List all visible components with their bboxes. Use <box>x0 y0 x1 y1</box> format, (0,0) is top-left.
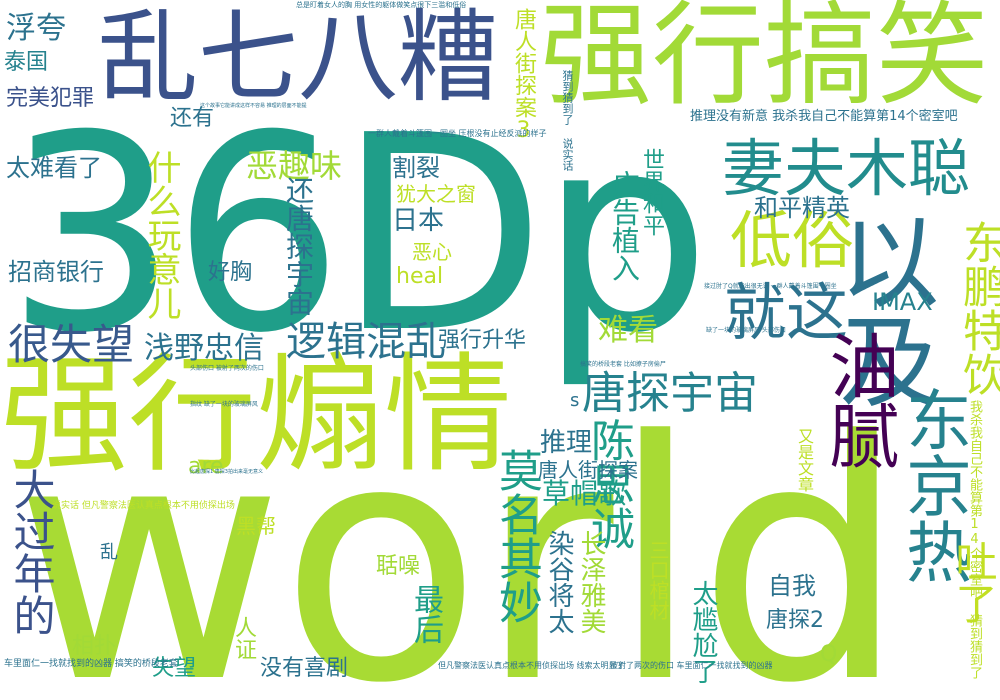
phrase-bikejie: 比起唐探1 唐探3拍出来毫无意义 <box>190 469 263 475</box>
word-youshi-wenzhang: 又是文章 <box>795 428 814 492</box>
word-zhaoshang: 招商银行 <box>8 258 104 286</box>
word-caomaoge: 草帽歌 <box>542 477 627 510</box>
word-changze: 长泽雅美 <box>576 530 606 634</box>
word-tule: 吐了 <box>949 540 998 624</box>
phrase-yiqunren: 一群人戴着斗篷围一圈坐 压根没有止经反派的样子 <box>368 129 547 138</box>
word-heal: heal <box>396 264 444 289</box>
word-world: world <box>14 371 907 700</box>
phrase-zhanting: 这个故事它能讲成这样不容易 推理的层面不能提 <box>200 103 307 109</box>
word-tangtan-yuzhou: 唐探宇宙 <box>582 368 758 419</box>
word-henshiwang: 很失望 <box>8 320 135 369</box>
phrase-woshawo: 我杀我自己不能算第14个密室吧 猜到猜到了 <box>967 400 982 679</box>
word-luanqibazao: 乱七八糟 <box>98 0 498 116</box>
phrase-caidao: 猜到猜到了 说实话 <box>561 70 574 171</box>
word-taigangga: 太尴尬了 <box>688 580 718 684</box>
word-haiyou: 还有 <box>170 106 215 131</box>
word-moming: 莫名其妙 <box>491 448 542 624</box>
word-shenme-wanyi: 什么玩意儿 <box>141 150 181 320</box>
word-chensicheng: 陈思诚 <box>583 418 634 550</box>
word-heibang: 黑帮 <box>236 514 276 538</box>
phrase-danfan: 但凡警察法医认真点根本不用侦探出场 线索太明显了 <box>438 661 625 670</box>
phrase-jiexia: 接过肘了Q就能出很无语 一群人戴着斗篷围一圈坐 <box>704 283 837 290</box>
word-disu: 低俗 <box>730 204 855 277</box>
word-youtai: 犹大之窗 <box>396 182 476 206</box>
word-wanmei: 完美犯罪 <box>6 86 95 111</box>
word-tangren-jietan3: 唐人街探案3 <box>511 8 536 143</box>
word-xiangpu: 相扑 <box>72 634 117 659</box>
word-qiangxing-gaoxiao: 强行搞笑 <box>540 0 988 121</box>
word-are: are <box>188 454 224 479</box>
word-heping: 和平精英 <box>754 194 850 222</box>
word-dongpeng: 东鹏特饮 <box>955 220 1000 396</box>
word-tainankan: 太难看了 <box>6 154 102 182</box>
word-shiwang: 失望 <box>152 656 197 681</box>
word-taiguo: 泰国 <box>4 50 49 75</box>
word-dagunian: 大过年的 <box>7 468 56 636</box>
word-q: Q <box>820 642 838 667</box>
word-rangu: 染谷将太 <box>544 530 574 634</box>
phrase-zongshi: 总是盯着女人的胸 用女性的躯体做笑点很下三滥和低俗 <box>296 1 467 9</box>
word-sankou: 三口棺材 <box>646 540 670 620</box>
word-s: s <box>570 390 580 411</box>
word-hai-tangtan: 还唐探宇宙 <box>282 176 315 316</box>
word-qiangxing-shenghua: 强行升华 <box>438 328 527 353</box>
phrase-tuili-meiyou: 推理没有新意 我杀我自己不能算第14个密室吧 <box>690 109 958 124</box>
word-zuihou: 最后 <box>408 584 443 644</box>
phrase-gaoxiao-qiaoduan: 搞笑的桥段老套 比如撩子房偷尸 <box>580 361 666 368</box>
word-tangren-jietan: 唐人街探案 <box>538 458 638 482</box>
word-luoji-hunluan: 逻辑混乱 <box>286 319 446 365</box>
word-luan: 乱 <box>100 542 118 563</box>
word-guanggao: 广告植入 <box>608 170 641 282</box>
word-qifu-mucong: 妻夫木聪 <box>722 132 971 205</box>
word-jiuzhe: 就这 <box>724 276 849 349</box>
word-equwei: 恶趣味 <box>246 147 343 185</box>
word-imax: IMAX <box>872 288 933 316</box>
word-tangtan2: 唐探2 <box>766 608 824 633</box>
word-gelie: 割裂 <box>392 154 440 182</box>
word-meiyou-xiju: 没有喜剧 <box>260 656 349 681</box>
word-riben: 日本 <box>392 206 445 236</box>
word-nankan: 难看 <box>598 313 658 348</box>
phrase-zhiwen: 指纹 缺了一块的玻璃屏风 <box>190 401 258 408</box>
word-yiji: 以及 <box>822 210 939 410</box>
word-tuili: 推理 <box>540 428 593 458</box>
phrase-chelimian: 车里面仁一找就找到的凶器 搞笑的桥段老套 <box>4 659 178 669</box>
phrase-quele: 缺了一块的玻璃屏风 头部伤口 <box>706 327 786 334</box>
word-shijie: 世界和平 <box>639 148 664 236</box>
word-ziwo: 自我 <box>768 572 816 600</box>
phrase-beishele: 被射了两次的伤口 车里面仁一找就找到的凶器 <box>610 661 773 670</box>
phrase-toubu: 头部伤口 被射了两次的伤口 <box>190 365 264 372</box>
word-dongjingre: 东京热 <box>895 386 972 584</box>
phrase-shuoshihua: 说实话 但凡警察法医认真点根本不用侦探出场 <box>52 501 235 511</box>
word-younai: 油腻 <box>818 330 900 470</box>
word-renzheng: 人证 <box>231 616 256 660</box>
word-qianye: 浅野忠信 <box>144 331 264 366</box>
word-qiangxing-shanqing: 强行煽情 <box>0 341 513 490</box>
word-exin: 恶心 <box>412 240 452 264</box>
word-36dp: 36Dp <box>6 77 711 392</box>
word-haoxiong: 好胸 <box>208 260 253 285</box>
word-fukua: 浮夸 <box>6 11 66 46</box>
word-guozao: 聒噪 <box>376 554 421 579</box>
